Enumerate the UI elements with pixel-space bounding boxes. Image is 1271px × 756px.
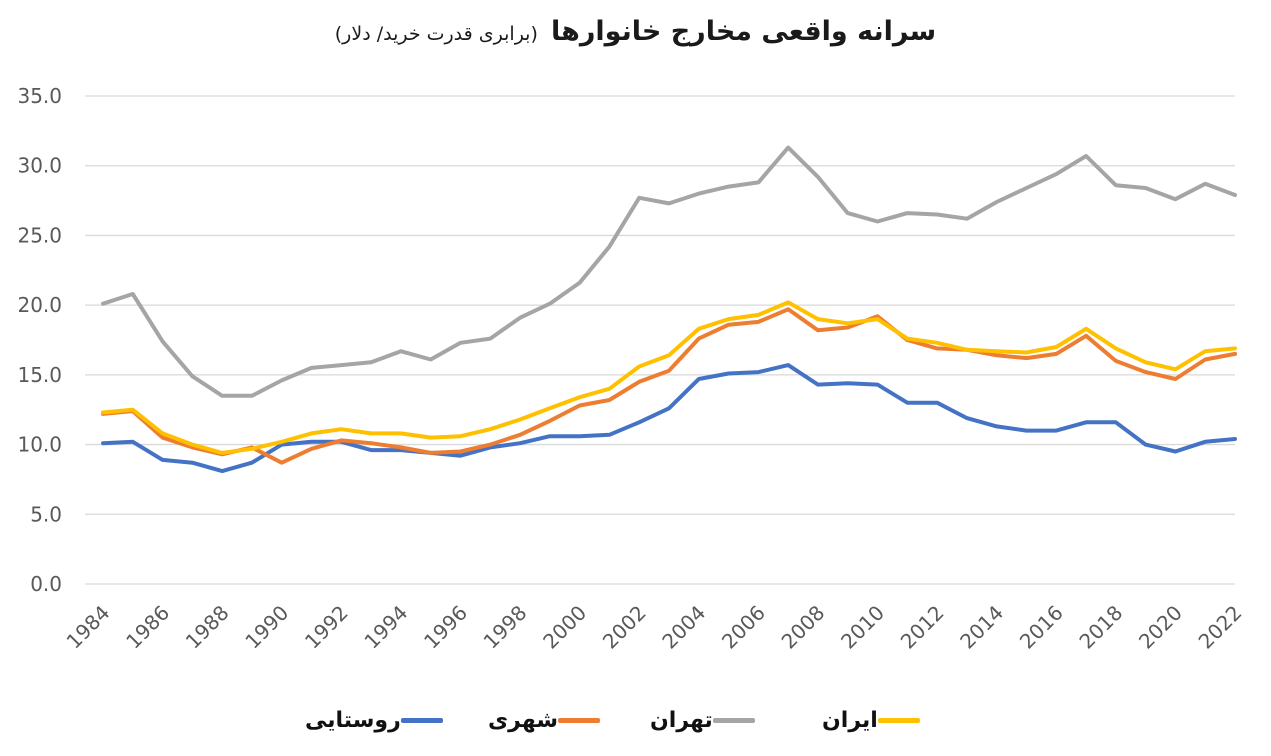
- y-tick-label: 15.0: [17, 363, 62, 387]
- legend-swatch-tehran: [712, 717, 755, 723]
- y-tick-label: 0.0: [30, 572, 62, 596]
- series-line-iran: [101, 300, 1237, 455]
- x-tick-label: 2002: [598, 601, 651, 654]
- legend-item-urban: شهری: [488, 700, 610, 740]
- x-tick-label: 1984: [62, 601, 115, 654]
- x-tick-label: 2020: [1134, 601, 1187, 654]
- x-tick-label: 1998: [479, 601, 532, 654]
- series-line-tehran: [101, 145, 1237, 398]
- series-line-urban: [101, 307, 1237, 465]
- chart-title: سرانه واقعی مخارج خانوارها: [550, 16, 937, 47]
- legend-swatch-rural: [400, 717, 443, 723]
- legend-label-tehran: تهران: [650, 707, 713, 733]
- line-chart: 0.05.010.015.020.025.030.035.0 1984 1986 1…: [17, 84, 1247, 654]
- y-tick-label: 5.0: [30, 502, 62, 526]
- x-tick-label: 2008: [777, 601, 830, 654]
- x-tick-label: 2000: [538, 601, 591, 654]
- x-tick-label: 2006: [717, 601, 770, 654]
- legend: ایران تهران شهری روستایی: [0, 700, 1271, 740]
- x-tick-label: 2010: [836, 601, 889, 654]
- legend-label-urban: شهری: [488, 707, 559, 733]
- x-tick-label: 1996: [419, 601, 472, 654]
- x-tick-label: 2016: [1015, 601, 1068, 654]
- x-tick-label: 2022: [1194, 601, 1247, 654]
- x-tick-label: 1986: [121, 601, 174, 654]
- x-tick-label: 2004: [657, 601, 710, 654]
- x-tick-label: 1988: [181, 601, 234, 654]
- x-tick-label: 1994: [359, 601, 412, 654]
- x-tick-label: 1992: [300, 601, 353, 654]
- x-tick-label: 2014: [955, 601, 1008, 654]
- y-tick-label: 20.0: [17, 293, 62, 317]
- legend-label-rural: روستایی: [305, 707, 401, 733]
- x-tick-label: 2012: [896, 601, 949, 654]
- x-tick-label: 1990: [240, 601, 293, 654]
- legend-swatch-urban: [558, 717, 601, 723]
- y-tick-label: 30.0: [17, 154, 62, 178]
- x-tick-label: 2018: [1074, 601, 1127, 654]
- series-lines: [101, 145, 1237, 474]
- series-line-rural: [101, 363, 1237, 474]
- x-axis-ticks: 1984 1986 1988 1990 1992 1994 1996 1998 2000 2002…: [62, 601, 1247, 654]
- legend-item-tehran: تهران: [650, 700, 765, 740]
- chart-title-row: سرانه واقعی مخارج خانوارها (برابری قدرت …: [0, 16, 1271, 47]
- y-tick-label: 10.0: [17, 433, 62, 457]
- gridlines: [85, 95, 1235, 585]
- y-tick-label: 25.0: [17, 223, 62, 247]
- legend-item-iran: ایران: [822, 700, 930, 740]
- y-tick-label: 35.0: [17, 84, 62, 108]
- legend-label-iran: ایران: [822, 707, 878, 733]
- legend-swatch-iran: [877, 717, 920, 723]
- chart-subtitle: (برابری قدرت خرید/ دلار): [334, 23, 538, 45]
- legend-item-rural: روستایی: [305, 700, 453, 740]
- y-axis-ticks: 0.0 5.0 10.0 15.0 20.0 25.0 30.0 35.0: [17, 84, 62, 596]
